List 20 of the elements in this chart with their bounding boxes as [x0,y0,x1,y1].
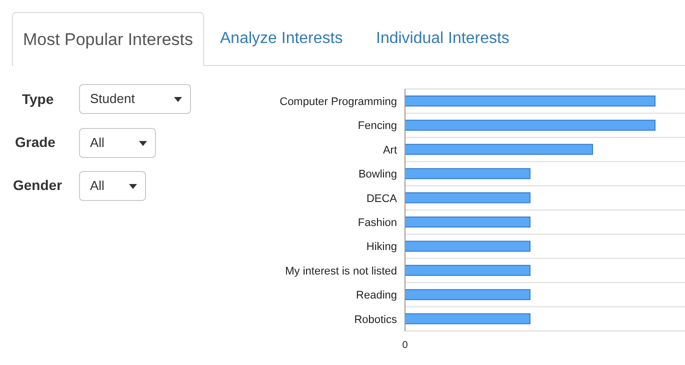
text: Individual Interests [376,29,510,49]
y-tick-label: DECA [366,192,398,205]
text: All [79,128,156,158]
text: Most Popular Interests [12,12,204,66]
y-tick-label: Robotics [354,314,398,326]
text: Type [22,91,54,107]
y-tick-label: Reading [356,290,397,302]
text: Gender [13,177,62,193]
text: Grade [15,134,56,150]
text: 0 [402,340,408,351]
y-tick-label: Fencing [358,120,397,132]
text: Analyze Interests [220,29,343,49]
y-tick-label: Fashion [358,217,397,230]
y-tick-label: Hiking [366,241,397,254]
y-tick-label: Art [382,144,397,156]
y-tick-label: Computer Programming [280,96,397,108]
text: All [79,171,146,201]
y-tick-label: My interest is not listed [285,265,397,278]
y-tick-label: Bowling [358,168,397,181]
text: Student [79,84,191,114]
